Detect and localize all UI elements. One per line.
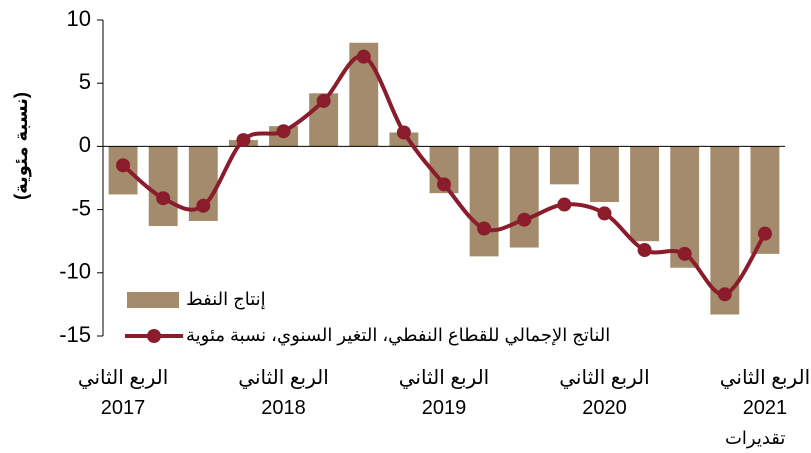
y-axis-label: (نسبة مئوية): [11, 92, 32, 200]
bar: [590, 146, 619, 203]
line-marker: [597, 206, 612, 221]
legend-marker: [147, 329, 161, 343]
y-tick-label: -10: [59, 259, 91, 284]
bar: [549, 146, 579, 185]
bar: [509, 146, 539, 248]
annotation: تقديرات: [724, 428, 786, 448]
y-tick-label: -15: [59, 322, 91, 347]
line-marker: [396, 125, 411, 140]
bar: [469, 146, 499, 257]
y-tick-label: 5: [79, 69, 91, 94]
y-tick-label: 0: [79, 132, 91, 157]
x-tick-label: الربع الثاني 2020: [559, 367, 650, 419]
line-marker: [717, 287, 732, 302]
bar: [148, 146, 178, 227]
line-marker: [677, 246, 692, 261]
x-tick-label: الربع الثاني 2017: [77, 367, 169, 419]
line-marker: [236, 133, 251, 148]
x-tick-label: الربع الثاني 2019: [398, 367, 490, 419]
line-marker: [757, 226, 772, 241]
line-marker: [156, 191, 171, 206]
line-marker: [437, 177, 451, 192]
line-marker: [356, 49, 371, 64]
line-marker: [517, 212, 532, 227]
line-marker: [637, 243, 652, 258]
line-marker: [276, 124, 291, 139]
y-tick-label: 10: [67, 6, 91, 31]
legend-swatch: [127, 292, 179, 308]
legend-label: إنتاج النفط: [186, 289, 266, 310]
line-marker: [196, 198, 211, 213]
x-tick-label: الربع الثاني 2021: [719, 367, 811, 419]
line-marker: [477, 221, 492, 236]
line-marker: [316, 93, 331, 108]
line-marker: [116, 158, 131, 173]
bar: [630, 146, 660, 242]
y-tick-label: -5: [71, 195, 91, 220]
x-tick-label: الربع الثاني 2018: [238, 367, 329, 419]
line-marker: [557, 197, 572, 212]
legend-label: الناتج الإجمالي للقطاع النفطي، التغير ال…: [186, 325, 610, 346]
